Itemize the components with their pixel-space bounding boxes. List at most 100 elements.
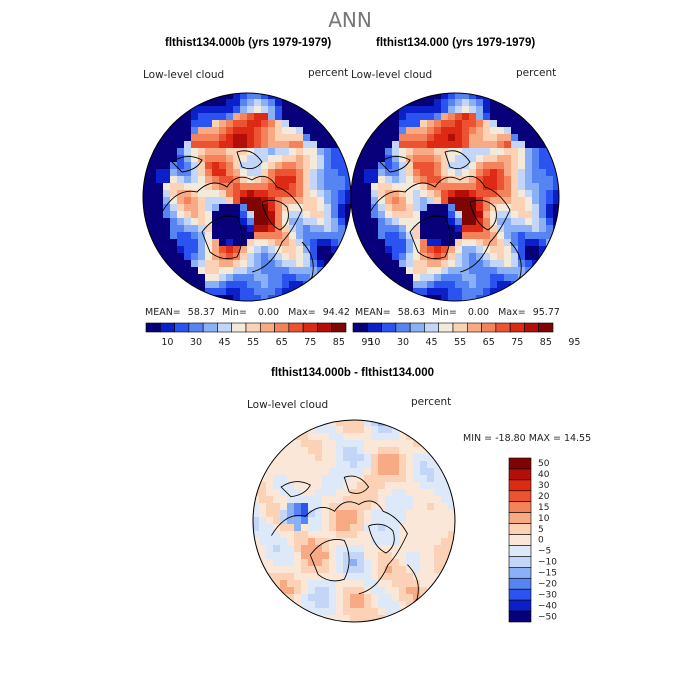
panel3-cell [364, 468, 372, 476]
panel3-cell [343, 608, 351, 616]
panel1-colorbar-bin [288, 322, 304, 333]
panel1-cell [254, 176, 262, 184]
panel3-cell [280, 552, 288, 560]
panel1-cell [296, 267, 304, 275]
panel3-cell [371, 468, 379, 476]
panel3-cell [392, 559, 400, 567]
panel3-cell [266, 559, 274, 567]
panel2-cell [497, 232, 505, 240]
panel1-cell [317, 246, 325, 254]
panel2-cell [351, 197, 358, 205]
panel2-cell [469, 127, 477, 135]
panel1-cell [184, 204, 192, 212]
panel3-cell [357, 545, 365, 553]
panel1-cell [289, 113, 297, 121]
panel1-cell [163, 288, 171, 296]
panel1-cell [170, 176, 178, 184]
panel2-cell [351, 204, 358, 212]
panel1-cell [163, 120, 171, 128]
panel3-cell [259, 517, 267, 525]
panel2-cell [483, 232, 491, 240]
panel3-cell [371, 503, 379, 511]
panel2-cell [399, 127, 407, 135]
panel3-cell [315, 461, 323, 469]
panel1-cell [219, 99, 227, 107]
panel3-cell [315, 489, 323, 497]
panel3-cell [259, 496, 267, 504]
panel1-cell [261, 253, 269, 261]
panel2-cell [462, 148, 470, 156]
panel2-cell [392, 120, 400, 128]
panel1-cell [198, 267, 206, 275]
panel3-cell [364, 580, 372, 588]
panel3-cell [364, 454, 372, 462]
panel1-cell [205, 281, 213, 289]
panel1-cell [184, 295, 192, 301]
panel1-cell [198, 260, 206, 268]
panel2-cell [518, 183, 526, 191]
panel3-cell [273, 433, 281, 441]
panel1-cell [324, 176, 332, 184]
panel1-cell [177, 246, 185, 254]
panel3-cell [315, 433, 323, 441]
panel3-colorbar-bin [508, 567, 532, 579]
panel2-cell [351, 155, 358, 163]
panel1-cell [163, 183, 171, 191]
panel1-cell [198, 295, 206, 301]
panel3-cell [448, 524, 455, 532]
panel3-cell [294, 538, 302, 546]
panel2-cell [546, 225, 554, 233]
panel3-cell [273, 489, 281, 497]
panel3-cell [308, 496, 316, 504]
panel3-cell [294, 594, 302, 602]
panel1-cell [338, 204, 346, 212]
panel1-cell [282, 169, 290, 177]
panel1-cell [233, 127, 241, 135]
panel2-cell [441, 204, 449, 212]
panel3-cell [399, 475, 407, 483]
panel2-cell [406, 99, 414, 107]
panel3-cell [378, 482, 386, 490]
panel3-cell [350, 594, 358, 602]
panel3-cell [343, 552, 351, 560]
panel1-cell [331, 295, 339, 301]
panel2-cell [392, 288, 400, 296]
panel1-cell [275, 99, 283, 107]
panel3-cell [427, 517, 435, 525]
panel1-cell [191, 274, 199, 282]
panel2-cell [483, 134, 491, 142]
panel1-colorbar-bin [188, 322, 204, 333]
panel2-cell [532, 288, 540, 296]
panel2-cell [357, 99, 365, 107]
panel2-cell [539, 120, 547, 128]
panel3-cell [301, 517, 309, 525]
panel3-cell [266, 615, 274, 622]
panel2-cell [490, 93, 498, 100]
panel3-cell [455, 517, 463, 525]
panel3-cell [322, 461, 330, 469]
panel2-cell [490, 232, 498, 240]
panel2-cell [385, 169, 393, 177]
panel1-cell [212, 141, 220, 149]
panel1-cell [156, 246, 164, 254]
panel1-cell [205, 141, 213, 149]
panel3-cell [343, 420, 351, 427]
panel2-cell [497, 253, 505, 261]
panel3-cell [343, 622, 351, 630]
panel2-cell [504, 288, 512, 296]
panel1-cell [282, 127, 290, 135]
panel3-colorbar-tick-label: −20 [538, 579, 557, 589]
panel3-cell [413, 475, 421, 483]
panel3-cell [315, 545, 323, 553]
panel3-cell [287, 559, 295, 567]
panel2-cell [399, 218, 407, 226]
panel1-map [142, 92, 352, 302]
panel3-cell [427, 615, 435, 622]
panel1-cell [310, 148, 318, 156]
panel3-cell [420, 426, 428, 434]
panel2-cell [469, 267, 477, 275]
panel1-cell [212, 162, 220, 170]
panel1-cell [219, 197, 227, 205]
panel1-cell [275, 281, 283, 289]
panel3-cell [385, 503, 393, 511]
